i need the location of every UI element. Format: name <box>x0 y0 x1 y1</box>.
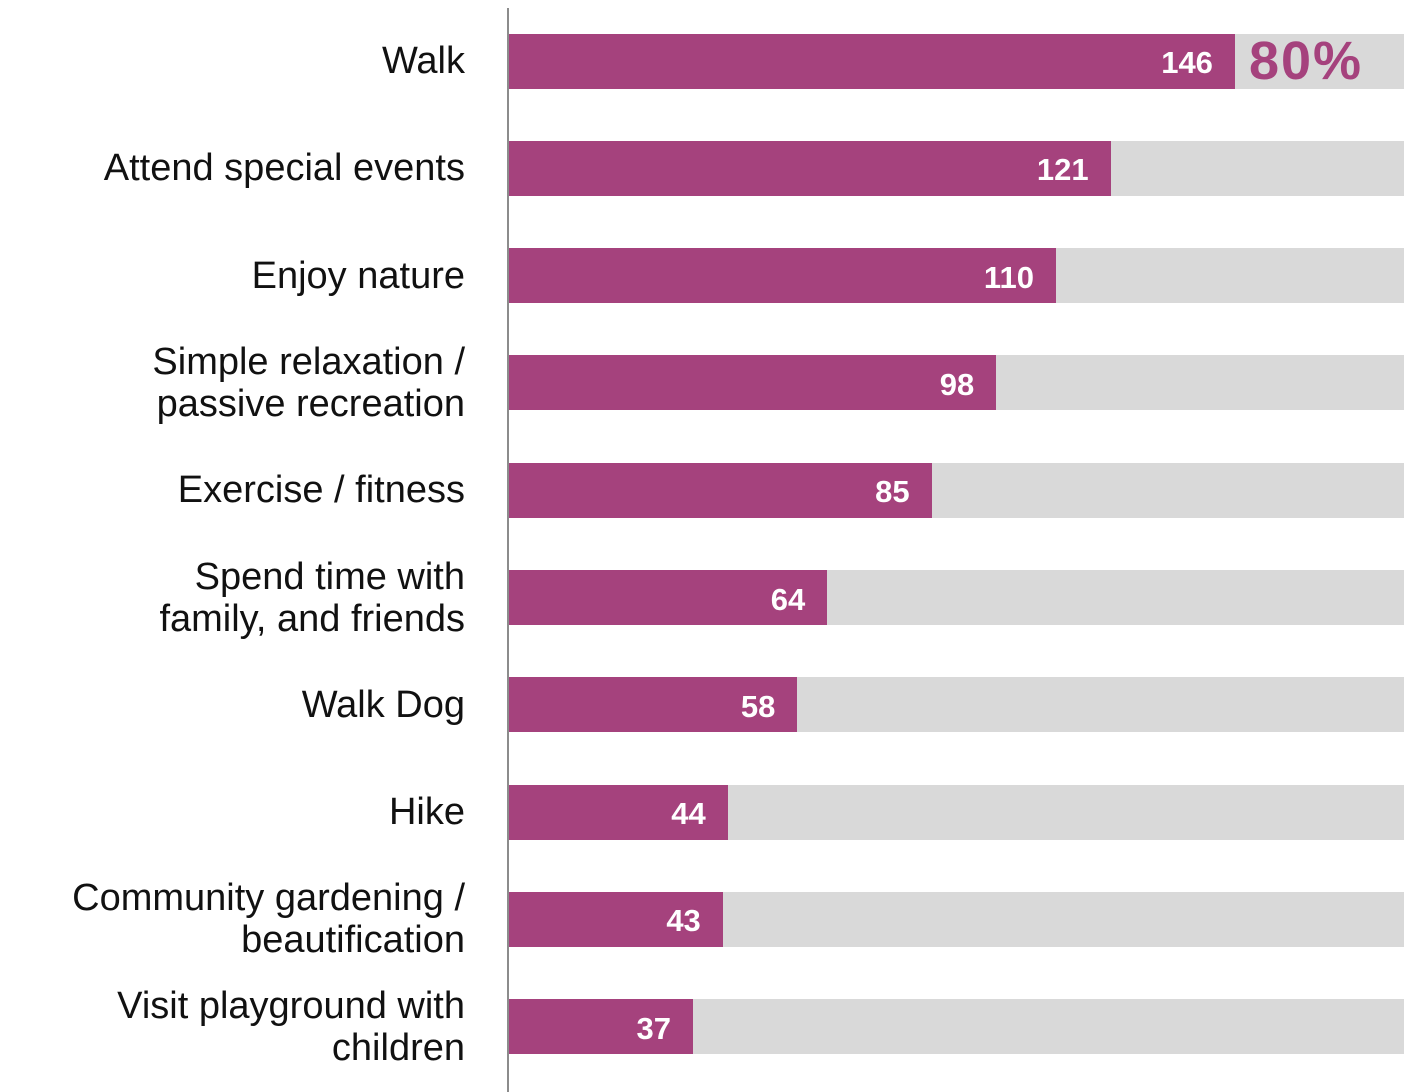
annotation: 80% <box>1248 31 1364 91</box>
category-label: Spend time with family, and friends <box>159 555 465 640</box>
bar <box>509 784 728 840</box>
category-label: Attend special events <box>103 147 465 190</box>
bar <box>509 462 932 518</box>
bar <box>509 570 828 625</box>
axis-line <box>507 8 509 1092</box>
category-label: Simple relaxation / passive recreation <box>152 340 465 425</box>
data-label: 98 <box>939 366 975 402</box>
data-label: 58 <box>740 688 776 724</box>
category-label: Walk <box>381 40 465 82</box>
data-label: 121 <box>1036 152 1089 188</box>
bar <box>509 33 1235 89</box>
data-label: 110 <box>983 259 1034 295</box>
bar <box>509 891 723 947</box>
data-label: 44 <box>671 796 706 832</box>
category-label: Exercise / fitness <box>177 469 465 512</box>
bar <box>509 355 997 411</box>
category-label: Visit playground with children <box>117 984 465 1069</box>
data-label: 64 <box>770 581 806 617</box>
bar <box>509 999 693 1055</box>
bar <box>509 140 1111 196</box>
data-label: 85 <box>875 474 910 510</box>
data-label: 43 <box>666 903 701 939</box>
data-label: 37 <box>636 1010 671 1046</box>
category-label: Hike <box>388 791 465 834</box>
bar <box>509 677 798 733</box>
category-label: Enjoy nature <box>251 254 465 297</box>
data-label: 146 <box>1161 45 1213 80</box>
category-label: Community gardening / beautification <box>72 877 465 962</box>
bar <box>509 248 1056 304</box>
category-label: Walk Dog <box>301 683 465 726</box>
